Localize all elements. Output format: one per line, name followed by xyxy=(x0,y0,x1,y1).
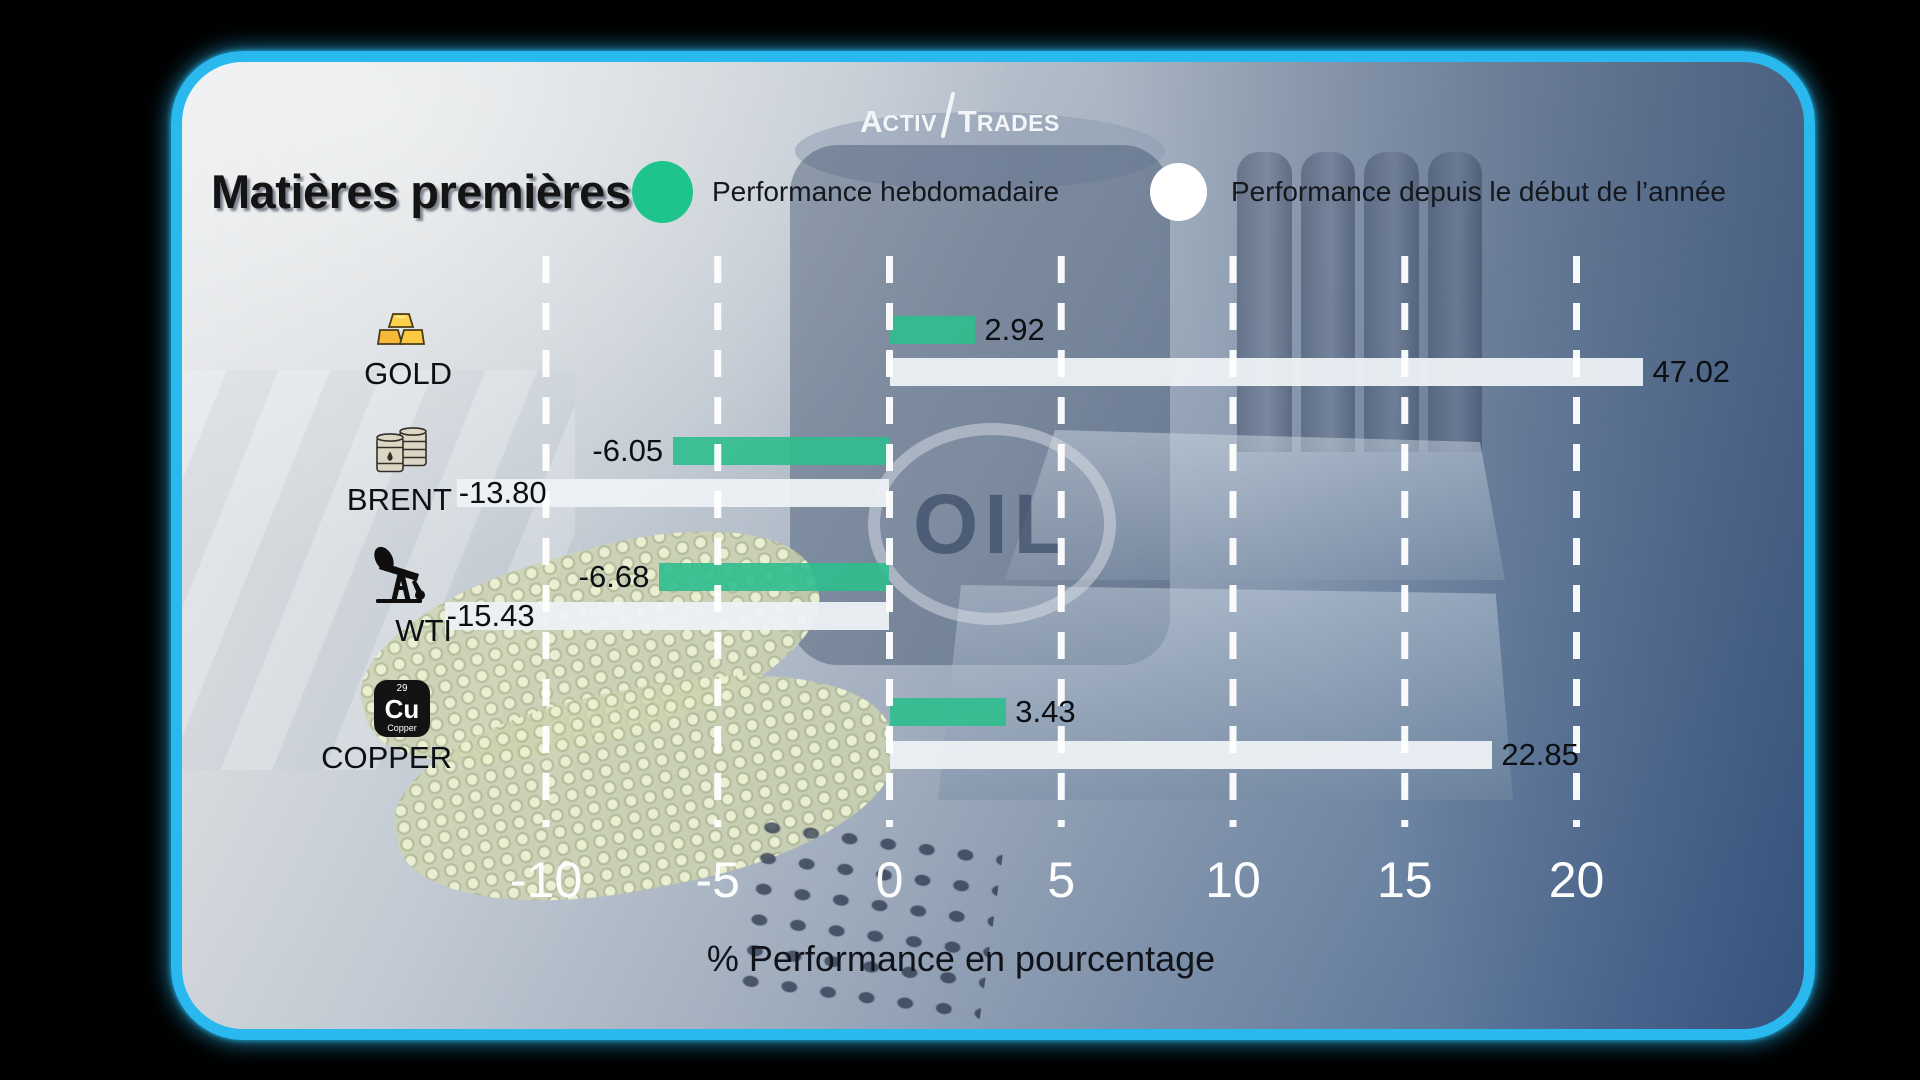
category-label-copper: COPPER xyxy=(321,740,452,775)
x-tick-20: 20 xyxy=(1548,852,1605,908)
copper-element-icon: 29 Cu Copper xyxy=(374,680,430,737)
legend-ytd-label: Performance depuis le début de l’année xyxy=(1231,176,1727,207)
logo-activ-rest: CTIV xyxy=(882,110,937,136)
category-label-gold: GOLD xyxy=(364,356,452,391)
x-axis-title: % Performance en pourcentage xyxy=(706,938,1216,979)
value-weekly-wti: -6.68 xyxy=(578,559,650,594)
value-weekly-gold: 2.92 xyxy=(984,312,1045,347)
gold-bars-icon xyxy=(376,312,426,346)
x-tick-15: 15 xyxy=(1376,852,1433,908)
logo-slash-icon xyxy=(940,92,955,138)
logo-trades-rest: RADES xyxy=(976,110,1060,136)
copper-atomic-number: 29 xyxy=(396,683,408,694)
value-ytd-brent: -13.80 xyxy=(458,475,547,510)
oil-barrels-icon xyxy=(374,427,428,474)
value-weekly-brent: -6.05 xyxy=(592,433,664,468)
legend-weekly-label: Performance hebdomadaire xyxy=(712,176,1060,207)
oil-pump-jack-icon xyxy=(371,543,431,603)
legend-ytd-dot xyxy=(1150,163,1207,221)
copper-name: Copper xyxy=(387,723,417,733)
copper-element-tile: 29 Cu Copper xyxy=(374,680,430,737)
legend-weekly-dot xyxy=(632,161,693,223)
x-tick-10: 10 xyxy=(1205,852,1261,908)
activtrades-logo: A CTIV T RADES xyxy=(182,92,1804,139)
x-tick--10: -10 xyxy=(509,852,583,908)
category-label-brent: BRENT xyxy=(346,482,452,517)
x-tick-5: 5 xyxy=(1047,852,1076,908)
value-ytd-copper: 22.85 xyxy=(1501,737,1579,772)
chart-title: Matières premières xyxy=(211,165,631,218)
copper-symbol: Cu xyxy=(384,694,420,724)
value-weekly-copper: 3.43 xyxy=(1015,694,1076,729)
x-tick--5: -5 xyxy=(695,852,740,908)
x-tick-0: 0 xyxy=(875,852,904,908)
value-ytd-gold: 47.02 xyxy=(1652,354,1731,389)
card-layer: OIL A CTIV T RADES Matières premières Perfo… xyxy=(182,62,1804,1029)
value-ytd-wti: -15.43 xyxy=(446,598,535,633)
logo-trades-initial: T xyxy=(957,104,977,139)
logo-activ-initial: A xyxy=(860,104,883,139)
category-label-wti: WTI xyxy=(395,613,452,648)
chart-card: OIL A CTIV T RADES Matières premières Perfo… xyxy=(171,51,1815,1040)
